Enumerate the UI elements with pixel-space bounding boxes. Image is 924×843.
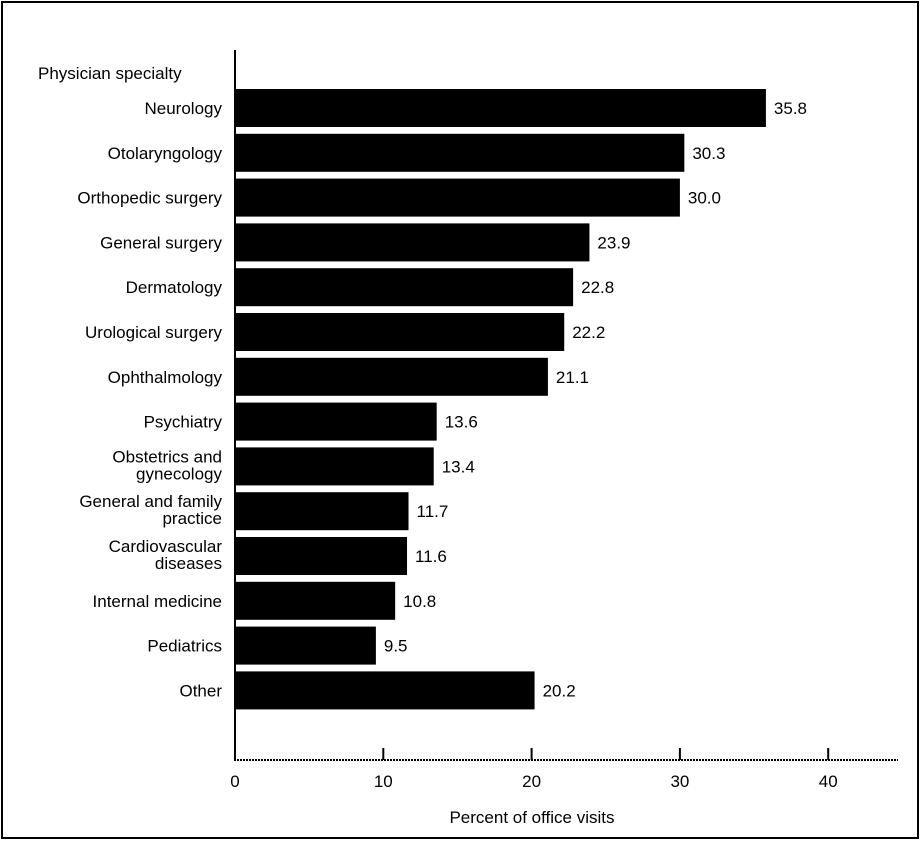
category-label: Cardiovascular diseases <box>109 537 223 573</box>
category-label-line: practice <box>162 509 222 528</box>
category-label-line: Internal medicine <box>93 592 222 611</box>
category-label: Urological surgery <box>85 323 222 342</box>
category-label-line: Pediatrics <box>147 637 222 656</box>
value-label: 10.8 <box>403 592 436 611</box>
value-label: 11.7 <box>417 502 449 521</box>
value-label: 13.4 <box>442 457 475 476</box>
bar <box>235 89 766 127</box>
bar <box>235 671 535 710</box>
x-tick-label: 10 <box>374 772 393 791</box>
bar <box>235 223 590 262</box>
category-label-line: Neurology <box>145 99 223 118</box>
category-label: Neurology <box>145 99 223 118</box>
x-tick-label: 20 <box>522 772 541 791</box>
category-label-line: Other <box>179 681 222 700</box>
bar <box>235 268 574 307</box>
x-ticks-layer: 0 10 20 30 40 <box>230 748 838 791</box>
value-labels-layer: 35.8 30.3 30.0 23.9 22.8 22.2 21.1 13.6 13.4 11.7… <box>384 99 807 700</box>
category-label-line: Otolaryngology <box>108 144 223 163</box>
x-tick-label: 40 <box>819 772 838 791</box>
bar <box>235 133 685 172</box>
category-labels-layer: Neurology Otolaryngology Orthopedic surger… <box>77 99 222 700</box>
value-label: 22.2 <box>572 323 605 342</box>
category-label: Dermatology <box>126 278 223 297</box>
category-label-line: General surgery <box>100 233 222 252</box>
category-label: Ophthalmology <box>108 368 223 387</box>
bar <box>235 357 548 396</box>
category-label-line: Ophthalmology <box>108 368 223 387</box>
value-label: 13.6 <box>445 413 478 432</box>
category-label: Other <box>179 681 222 700</box>
category-label-line: Obstetrics and <box>112 447 222 466</box>
category-label-line: Psychiatry <box>144 413 223 432</box>
category-label: Obstetrics and gynecology <box>112 447 222 483</box>
category-label: Otolaryngology <box>108 144 223 163</box>
bar <box>235 178 680 217</box>
value-label: 21.1 <box>556 368 589 387</box>
category-label-line: General and family <box>79 492 222 511</box>
bar <box>235 581 396 620</box>
value-label: 30.0 <box>688 189 721 208</box>
bar <box>235 492 409 531</box>
category-label: Pediatrics <box>147 637 222 656</box>
value-label: 23.9 <box>597 233 630 252</box>
category-label-line: Orthopedic surgery <box>77 189 222 208</box>
category-header: Physician specialty <box>38 64 182 83</box>
bar <box>235 537 408 575</box>
value-label: 20.2 <box>543 681 576 700</box>
value-label: 11.6 <box>415 547 447 566</box>
value-label: 22.8 <box>581 278 614 297</box>
value-label: 9.5 <box>384 637 408 656</box>
bar <box>235 313 565 351</box>
x-tick-label: 0 <box>230 772 239 791</box>
bars-layer <box>235 89 766 710</box>
category-label: Internal medicine <box>93 592 222 611</box>
category-label: Psychiatry <box>144 413 223 432</box>
category-label-line: Cardiovascular <box>109 537 223 556</box>
category-label-line: diseases <box>155 554 222 573</box>
value-label: 35.8 <box>774 99 807 118</box>
category-label-line: Dermatology <box>126 278 223 297</box>
bar <box>235 402 437 441</box>
category-label: Orthopedic surgery <box>77 189 222 208</box>
category-label-line: Urological surgery <box>85 323 222 342</box>
category-label-line: gynecology <box>136 464 223 483</box>
bar <box>235 626 376 665</box>
x-tick-label: 30 <box>670 772 689 791</box>
x-axis-title: Percent of office visits <box>449 808 614 827</box>
bar <box>235 447 434 486</box>
value-label: 30.3 <box>692 144 725 163</box>
category-label: General and family practice <box>79 492 222 528</box>
category-label: General surgery <box>100 233 222 252</box>
